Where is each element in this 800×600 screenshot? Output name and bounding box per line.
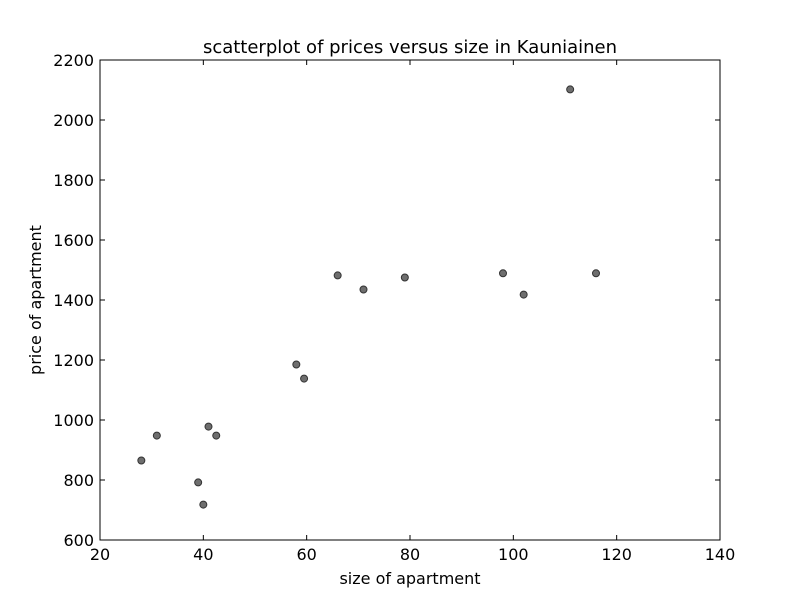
data-point: [592, 269, 600, 278]
x-tick-label: 120: [601, 545, 632, 564]
y-tick-label: 1400: [53, 291, 94, 310]
data-point: [519, 290, 528, 299]
x-tick-label: 140: [705, 545, 736, 564]
x-tick-label: 40: [193, 545, 213, 564]
data-point: [292, 360, 301, 369]
data-point: [333, 271, 342, 280]
data-point: [204, 422, 213, 431]
data-point: [194, 478, 203, 487]
y-tick-label: 1600: [53, 231, 94, 250]
x-tick-label: 60: [296, 545, 316, 564]
y-tick-label: 600: [63, 531, 94, 550]
x-tick-label: 80: [400, 545, 420, 564]
x-tick-label: 20: [90, 545, 110, 564]
data-point: [152, 431, 161, 440]
y-tick-label: 1800: [53, 171, 94, 190]
data-point: [499, 269, 507, 278]
x-tick-label: 100: [498, 545, 529, 564]
y-tick-label: 2200: [53, 51, 94, 70]
y-tick-label: 2000: [53, 111, 94, 130]
data-point: [137, 456, 146, 465]
plot-frame: [99, 59, 721, 541]
data-point: [400, 273, 409, 282]
points-layer: [137, 85, 600, 509]
data-point: [566, 85, 575, 94]
data-point: [199, 500, 208, 509]
y-axis-label: price of apartment: [26, 225, 45, 375]
data-point: [300, 374, 309, 383]
chart-title: scatterplot of prices versus size in Kau…: [203, 37, 617, 58]
y-tick-label: 1200: [53, 351, 94, 370]
data-point: [359, 285, 368, 294]
data-point: [212, 431, 221, 440]
x-axis-label: size of apartment: [339, 569, 480, 588]
y-tick-label: 1000: [53, 411, 94, 430]
ticks-layer: 20 40 60 80 100 120 140 600 800 1000 1200 1400 1600 1…: [53, 51, 735, 564]
y-tick-label: 800: [63, 471, 94, 490]
